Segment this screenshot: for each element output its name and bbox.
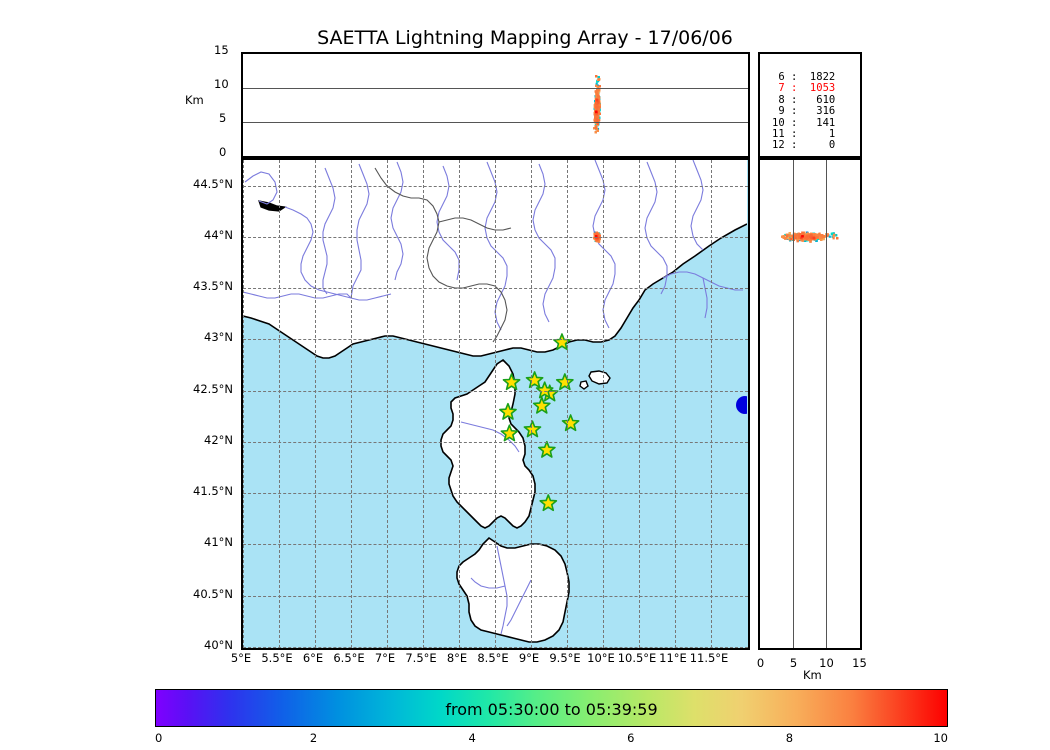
right-panel-tick: 5 xyxy=(789,656,798,670)
map-gridline-lon xyxy=(423,160,424,648)
map-gridline-lon xyxy=(387,160,388,648)
map-gridline-lon xyxy=(639,160,640,648)
legend-row: 6 : 1822 xyxy=(772,71,836,83)
latitude-tick: 43°N xyxy=(204,330,233,345)
legend-row: 8 : 610 xyxy=(772,93,836,106)
top-panel-tick-0: 0 xyxy=(219,145,227,159)
latitude-tick: 40.5°N xyxy=(193,586,233,601)
map-gridline-lon xyxy=(531,160,532,648)
longitude-tick: 10.5°E xyxy=(617,651,657,665)
colorbar-tick: 0 xyxy=(155,731,163,745)
latitude-tick: 44°N xyxy=(204,227,233,242)
page-title: SAETTA Lightning Mapping Array - 17/06/0… xyxy=(317,27,733,49)
top-panel-tick-15: 15 xyxy=(214,43,229,57)
map-gridline-lon xyxy=(711,160,712,648)
longitude-tick: 5°E xyxy=(230,651,252,665)
longitude-tick: 7.5°E xyxy=(405,651,437,665)
longitude-tick: 9°E xyxy=(518,651,540,665)
right-panel-tick: 10 xyxy=(819,656,834,670)
latitude-tick: 41.5°N xyxy=(193,484,233,499)
top-panel-tick-10: 10 xyxy=(214,77,229,91)
capraia-coastline xyxy=(579,380,589,390)
legend-row: 9 : 316 xyxy=(772,105,836,118)
map-gridline-lon xyxy=(279,160,280,648)
longitude-tick: 10°E xyxy=(587,651,615,665)
legend-row: 12 : 0 xyxy=(772,139,836,152)
sardinia-landmass xyxy=(457,538,569,642)
legend-row: 7 : 1053 xyxy=(772,82,836,95)
top-panel-axis-label: Km xyxy=(185,93,204,107)
map-canvas[interactable] xyxy=(243,160,748,648)
altitude-longitude-panel xyxy=(241,52,750,158)
longitude-tick: 8.5°E xyxy=(477,651,509,665)
map-gridline-lon xyxy=(567,160,568,648)
map-gridline-lon xyxy=(495,160,496,648)
elba-island xyxy=(589,371,610,384)
river-network xyxy=(243,160,743,635)
top-panel-scatter xyxy=(593,75,601,134)
right-panel-axis-label: Km xyxy=(803,668,822,682)
longitude-tick: 8°E xyxy=(446,651,468,665)
colorbar-tick: 8 xyxy=(785,731,794,745)
colorbar-tick: 4 xyxy=(468,731,476,745)
map-gridline-lon xyxy=(351,160,352,648)
administrative-borders xyxy=(374,167,512,343)
longitude-tick: 9.5°E xyxy=(549,651,581,665)
legend-row: 11 : 1 xyxy=(772,128,836,141)
corsica-coastline xyxy=(440,358,536,529)
latitude-tick: 42°N xyxy=(204,432,233,447)
map-gridline-lon xyxy=(459,160,460,648)
colorbar-tick: 2 xyxy=(309,731,318,745)
latitude-altitude-panel xyxy=(758,158,862,650)
geographic-map-panel[interactable] xyxy=(241,158,750,650)
legend-row: 10 : 141 xyxy=(772,116,836,129)
top-panel-tick-5: 5 xyxy=(219,111,227,125)
longitude-tick: 6°E xyxy=(302,651,324,665)
right-panel-gridline-5 xyxy=(792,160,794,648)
corsica-landmass xyxy=(441,360,535,528)
map-gridline-lon xyxy=(315,160,316,648)
latitude-tick: 44.5°N xyxy=(193,176,233,191)
top-panel-gridline-5 xyxy=(243,121,748,123)
network-center-marker xyxy=(736,396,747,414)
latitude-tick: 43.5°N xyxy=(193,279,233,294)
colorbar-tick: 6 xyxy=(627,731,635,745)
right-panel-tick: 15 xyxy=(852,656,867,670)
right-panel-scatter xyxy=(781,231,839,243)
top-panel-gridline-10 xyxy=(243,88,748,90)
station-count-legend: 6 : 1822 7 : 1053 8 : 610 9 : 316 10 : 14… xyxy=(758,52,862,158)
longitude-tick: 7°E xyxy=(374,651,396,665)
mainland-coastline xyxy=(243,223,747,359)
map-gridline-lon xyxy=(603,160,604,648)
right-panel-gridline-10 xyxy=(825,160,827,648)
map-gridline-lon xyxy=(243,160,244,648)
legend-list: 6 : 1822 7 : 1053 8 : 610 9 : 316 10 : 14… xyxy=(772,71,836,152)
map-gridline-lon xyxy=(675,160,676,648)
colorbar-tick: 10 xyxy=(933,731,948,745)
latitude-tick: 40°N xyxy=(204,638,233,652)
longitude-tick: 5.5°E xyxy=(261,651,293,665)
time-colorbar[interactable] xyxy=(155,689,948,727)
latitude-tick: 41°N xyxy=(204,535,233,550)
longitude-tick: 11.5°E xyxy=(689,651,729,665)
latitude-tick: 42.5°N xyxy=(193,381,233,396)
elba-coastline xyxy=(588,370,611,385)
longitude-tick: 6.5°E xyxy=(333,651,365,665)
longitude-tick: 11°E xyxy=(659,651,687,665)
colorbar-label: from 05:30:00 to 05:39:59 xyxy=(445,700,658,719)
right-panel-tick: 0 xyxy=(756,656,765,670)
